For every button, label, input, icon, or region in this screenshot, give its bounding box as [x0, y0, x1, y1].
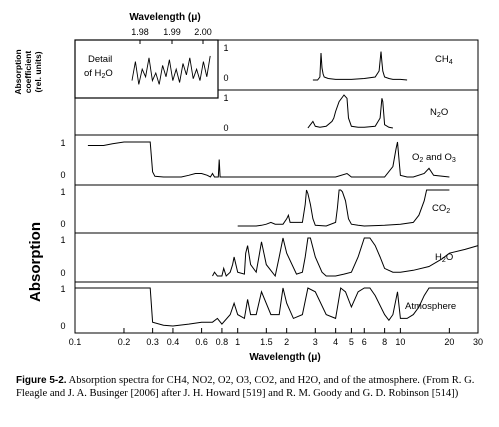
- panel-co2: 1 0 CO2: [60, 184, 479, 234]
- x-tick-label: 10: [395, 337, 405, 347]
- inset-y-label-line: (rel. units): [33, 51, 43, 92]
- y-tick-label: 1: [60, 235, 65, 245]
- y-tick-label: 1: [223, 43, 228, 53]
- x-axis-label: Wavelength (μ): [249, 352, 320, 363]
- y-tick-label: 0: [60, 219, 65, 229]
- x-tick-label: 0.4: [167, 337, 180, 347]
- x-tick-label: 4: [333, 337, 338, 347]
- x-tick-label: 2: [284, 337, 289, 347]
- series-line-o2-and-o3: [87, 141, 450, 178]
- inset-x-tick-label: 2.00: [194, 27, 212, 37]
- x-tick-label: 6: [362, 337, 367, 347]
- x-tick-label: 20: [444, 337, 454, 347]
- x-tick-label: 0.2: [118, 337, 131, 347]
- inset-frame: [74, 39, 219, 99]
- series-label: CO2: [432, 203, 450, 215]
- series-label: Atmosphere: [405, 301, 456, 312]
- series-label: CH4: [435, 54, 453, 66]
- caption-text: Absorption spectra for CH4, NO2, O2, O3,…: [16, 375, 475, 399]
- caption-label: Figure 5-2.: [16, 375, 67, 386]
- inset-title: Wavelength (μ): [129, 12, 200, 23]
- y-axis-label: Absorption: [27, 222, 44, 302]
- panels: 1 0 CH4 1 0 N2O 1 0 O2 and O3 1 0 CO2 1 0 H2O 1 0 Atmosph…: [60, 39, 479, 334]
- y-tick-label: 0: [223, 123, 228, 133]
- x-axis: 0.1 0.2 0.3 0.4 0.6 0.8 1 1.5 2 3 4 5 6 8 10 20 30: [69, 328, 483, 347]
- series-line-co2: [237, 189, 450, 227]
- series-line-n2o: [307, 94, 393, 129]
- x-tick-label: 0.1: [69, 337, 82, 347]
- panel-frame: [74, 184, 479, 234]
- inset-label-line1: Detail: [88, 54, 112, 65]
- series-label: N2O: [430, 107, 448, 119]
- y-tick-label: 0: [60, 321, 65, 331]
- x-tick-label: 0.3: [146, 337, 159, 347]
- inset-series-line: [131, 55, 211, 85]
- x-tick-label: 0.6: [195, 337, 208, 347]
- panel-frame: [74, 232, 479, 283]
- y-tick-label: 1: [60, 187, 65, 197]
- inset-y-label-line: coefficient: [23, 51, 33, 94]
- y-tick-label: 0: [60, 170, 65, 180]
- x-tick-label: 1.5: [260, 337, 273, 347]
- y-tick-label: 1: [60, 138, 65, 148]
- y-tick-label: 0: [60, 268, 65, 278]
- inset-y-label-line: Absorption: [13, 49, 23, 94]
- inset-label-line2: of H2O: [84, 68, 113, 80]
- x-tick-label: 0.8: [216, 337, 229, 347]
- series-line-ch4: [312, 51, 408, 81]
- inset-detail: 1.98 1.99 2.00 Detail of H2O Absorption coeffi…: [13, 27, 219, 99]
- figure-caption: Figure 5-2. Absorption spectra for CH4, …: [16, 374, 486, 400]
- panel-frame: [74, 281, 479, 334]
- panel-h2o: 1 0 H2O: [60, 232, 479, 283]
- panel-o2-and-o3: 1 0 O2 and O3: [60, 134, 479, 186]
- inset-x-tick-label: 1.99: [163, 27, 181, 37]
- y-tick-label: 1: [223, 93, 228, 103]
- panel-atmosphere: 1 0 Atmosphere: [60, 281, 479, 334]
- series-label: H2O: [435, 252, 453, 264]
- series-line-atmosphere: [75, 287, 478, 327]
- x-tick-label: 30: [473, 337, 483, 347]
- y-tick-label: 0: [223, 73, 228, 83]
- x-tick-label: 5: [349, 337, 354, 347]
- series-line-h2o: [212, 237, 479, 278]
- y-tick-label: 1: [60, 284, 65, 294]
- series-label: O2 and O3: [412, 152, 456, 164]
- x-tick-label: 8: [382, 337, 387, 347]
- x-tick-label: 3: [313, 337, 318, 347]
- inset-x-tick-label: 1.98: [131, 27, 149, 37]
- x-tick-label: 1: [235, 337, 240, 347]
